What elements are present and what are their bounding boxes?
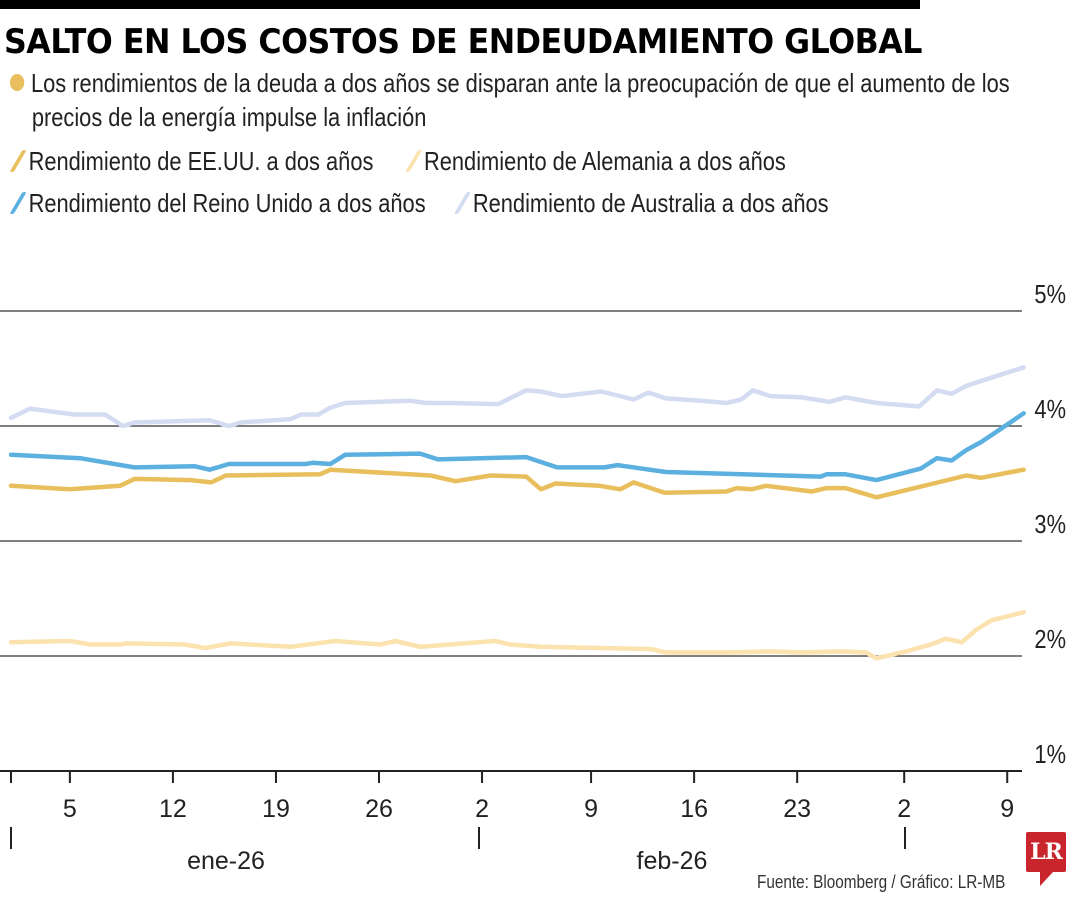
legend-item-us: Rendimiento de EE.UU. a dos años bbox=[9, 146, 374, 177]
x-tick-label: 23 bbox=[783, 795, 811, 823]
subtitle-line-1: Los rendimientos de la deuda a dos años … bbox=[31, 68, 1010, 98]
legend-label-germany: Rendimiento de Alemania a dos años bbox=[423, 146, 786, 176]
legend-label-uk: Rendimiento del Reino Unido a dos años bbox=[28, 188, 426, 218]
x-tick-label: 2 bbox=[897, 795, 911, 823]
legend-swatch-germany-icon bbox=[404, 150, 423, 172]
y-tick-label: 1% bbox=[1034, 740, 1066, 769]
y-tick-label: 2% bbox=[1034, 625, 1066, 654]
chart-subtitle: Los rendimientos de la deuda a dos años … bbox=[10, 66, 1068, 134]
x-tick-label: 16 bbox=[680, 795, 708, 823]
legend-item-australia: Rendimiento de Australia a dos años bbox=[453, 188, 829, 219]
series-line-us bbox=[8, 467, 1026, 500]
source-note: Fuente: Bloomberg / Gráfico: LR-MB bbox=[757, 872, 1006, 892]
bullet-icon bbox=[10, 74, 25, 91]
x-tick-label: 26 bbox=[365, 795, 393, 823]
series-line-australia bbox=[8, 365, 1026, 429]
legend-label-australia: Rendimiento de Australia a dos años bbox=[472, 188, 829, 218]
legend-row-1: Rendimiento de EE.UU. a dos años Rendimi… bbox=[9, 146, 1024, 177]
series-line-germany bbox=[8, 610, 1026, 661]
x-tick-label: 19 bbox=[262, 795, 290, 823]
legend-item-uk: Rendimiento del Reino Unido a dos años bbox=[9, 188, 426, 219]
line-chart: 5% 4% 3% 2% 1% 5 12 19 26 2 9 16 23 2 9 ene-26 feb-26 bbox=[0, 280, 1066, 875]
month-label: feb-26 bbox=[637, 847, 708, 875]
legend-row-2: Rendimiento del Reino Unido a dos años R… bbox=[9, 188, 1024, 219]
x-tick-label: 9 bbox=[1000, 795, 1014, 823]
y-tick-label: 4% bbox=[1034, 395, 1066, 424]
y-tick-label: 3% bbox=[1034, 510, 1066, 539]
top-black-bar bbox=[0, 0, 920, 9]
x-tick-label: 9 bbox=[584, 795, 598, 823]
x-tick-label: 2 bbox=[475, 795, 489, 823]
chart-title: SALTO EN LOS COSTOS DE ENDEUDAMIENTO GLO… bbox=[4, 22, 922, 62]
subtitle-line-2: precios de la energía impulse la inflaci… bbox=[31, 102, 427, 132]
x-tick-label: 12 bbox=[159, 795, 187, 823]
legend-swatch-us-icon bbox=[9, 150, 27, 172]
y-tick-label: 5% bbox=[1034, 280, 1066, 309]
legend-item-germany: Rendimiento de Alemania a dos años bbox=[404, 146, 786, 177]
lr-logo: LR bbox=[1026, 832, 1066, 886]
x-tick-label: 5 bbox=[63, 795, 77, 823]
month-label: ene-26 bbox=[187, 847, 265, 875]
series-line-uk bbox=[8, 411, 1026, 483]
legend-swatch-australia-icon bbox=[453, 192, 471, 214]
legend-label-us: Rendimiento de EE.UU. a dos años bbox=[28, 146, 374, 176]
legend-swatch-uk-icon bbox=[9, 192, 27, 214]
